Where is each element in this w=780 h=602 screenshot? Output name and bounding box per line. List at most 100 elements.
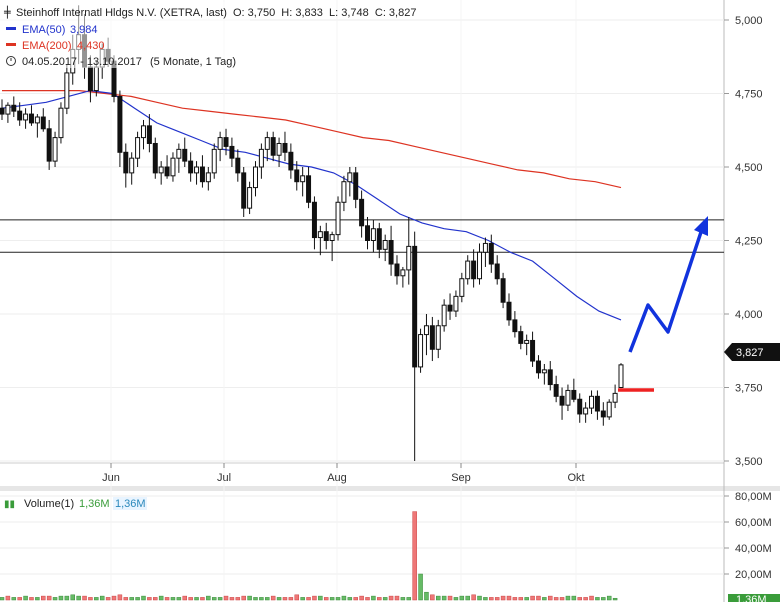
- volume-value-2: 1,36M: [115, 498, 146, 510]
- candle-body-down: [229, 145, 235, 159]
- candle-body-down: [518, 331, 524, 344]
- last-price-value: 3,827: [736, 347, 764, 359]
- volume-bar: [406, 597, 412, 601]
- candle-body-down: [494, 263, 500, 280]
- annotation-arrow: [628, 216, 708, 353]
- volume-bar: [548, 595, 553, 601]
- volume-bar: [194, 597, 199, 601]
- ema50-legend-swatch: [6, 27, 16, 30]
- volume-bar: [247, 595, 252, 601]
- price-axis: 5,000 4,750 4,500 4,250 4,000 3,750 3,500: [724, 15, 763, 468]
- volume-badge-value: 1,36M: [736, 594, 767, 602]
- candle-body-up: [382, 240, 388, 250]
- time-tick-label: Aug: [327, 472, 347, 484]
- volume-badge: 1,36M: [728, 594, 780, 602]
- candle-body-down: [288, 151, 294, 171]
- candle-body-up: [441, 304, 447, 327]
- price-tick-label: 4,000: [735, 309, 763, 321]
- time-tick-label: Okt: [567, 472, 584, 484]
- candle-body-down: [512, 319, 518, 333]
- volume-bar: [135, 597, 140, 601]
- volume-bar: [35, 597, 40, 601]
- volume-bar: [5, 595, 11, 601]
- candle-body-down: [488, 242, 494, 265]
- candle-body-down: [0, 107, 5, 115]
- volume-bar: [94, 597, 99, 601]
- candle-body-down: [571, 389, 577, 400]
- volume-bar: [601, 597, 606, 601]
- volume-icon: ▮▮: [4, 499, 15, 510]
- candle-body-down: [40, 116, 46, 130]
- volume-bar: [141, 595, 146, 601]
- candle-body-up: [565, 389, 571, 406]
- candle-body-down: [182, 148, 188, 162]
- candle-body-down: [270, 137, 276, 156]
- volume-bar: [359, 595, 364, 601]
- candle-body-down: [471, 260, 477, 280]
- candle-body-down: [46, 128, 52, 162]
- volume-bar: [99, 595, 105, 601]
- volume-bar: [382, 597, 388, 601]
- candle-body-up: [482, 242, 488, 253]
- volume-bar: [347, 597, 353, 601]
- candle-body-up: [264, 137, 270, 150]
- candle-body-up: [606, 401, 612, 418]
- candle-body-down: [241, 172, 247, 209]
- volume-bar: [577, 597, 582, 601]
- candle-body-down: [506, 301, 512, 321]
- volume-bar: [111, 595, 117, 601]
- volume-label: Volume(1): [24, 498, 74, 510]
- candle-body-down: [117, 95, 123, 153]
- volume-bars: [0, 511, 618, 601]
- date-period: (5 Monate, 1 Tag): [150, 56, 236, 68]
- volume-header: ▮▮ Volume(1) 1,36M 1,36M: [4, 497, 147, 510]
- candle-body-up: [129, 157, 135, 174]
- candle-body-down: [123, 151, 129, 174]
- ema200-polyline: [2, 89, 622, 189]
- chart-title: Steinhoff Internatl Hldgs N.V. (XETRA, l…: [16, 7, 227, 19]
- volume-bar: [418, 573, 423, 601]
- volume-bar: [276, 597, 282, 601]
- candle-body-up: [52, 137, 58, 162]
- candle-body-down: [146, 125, 152, 144]
- volume-tick-label: 40,00M: [735, 543, 772, 555]
- candle-body-up: [317, 231, 323, 239]
- candle-body-down: [535, 360, 541, 374]
- volume-bar: [147, 597, 152, 601]
- volume-bar: [518, 597, 524, 601]
- candle-body-up: [300, 175, 306, 183]
- volume-bar: [170, 597, 176, 601]
- candle-body-up: [158, 166, 164, 174]
- volume-bar: [259, 597, 264, 601]
- volume-bar: [223, 595, 229, 601]
- candle-body-down: [28, 113, 34, 124]
- candle-body-down: [600, 410, 606, 418]
- volume-value-1: 1,36M: [79, 498, 110, 510]
- volume-bar: [117, 594, 123, 601]
- candle-body-down: [87, 66, 93, 92]
- candle-body-down: [17, 110, 23, 121]
- volume-bar: [430, 594, 435, 601]
- volume-bar: [612, 597, 618, 601]
- volume-bar: [58, 595, 64, 601]
- candle-body-up: [194, 166, 200, 174]
- volume-bar: [270, 595, 276, 601]
- volume-bar: [29, 597, 34, 601]
- candle-body-up: [612, 392, 618, 403]
- candle-body-up: [217, 137, 223, 150]
- volume-bar: [182, 595, 188, 601]
- candle-body-up: [418, 334, 424, 368]
- volume-bar: [477, 595, 482, 601]
- volume-bar: [164, 597, 170, 601]
- volume-bar: [595, 597, 600, 601]
- price-tick-label: 4,500: [735, 162, 763, 174]
- price-tick-label: 4,250: [735, 236, 763, 248]
- volume-bar: [282, 597, 288, 601]
- candle-body-down: [553, 384, 559, 397]
- volume-bar: [394, 595, 400, 601]
- candle-body-down: [188, 160, 194, 174]
- volume-bar: [335, 597, 341, 601]
- volume-bar: [589, 595, 594, 601]
- volume-bar: [235, 597, 241, 601]
- volume-bar: [211, 597, 217, 601]
